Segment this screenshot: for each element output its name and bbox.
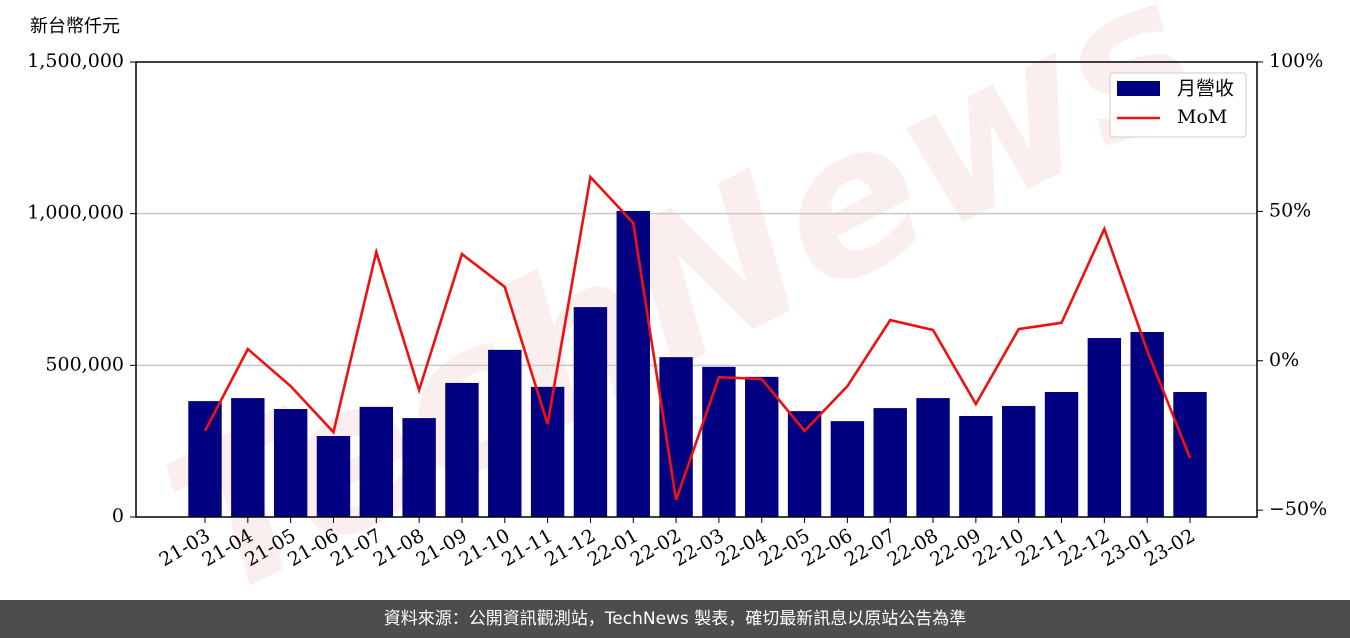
bar — [573, 307, 608, 517]
y-tick-label: 0 — [112, 505, 124, 527]
y-tick-label: 500,000 — [45, 353, 124, 375]
footer-bar — [0, 600, 1350, 638]
y2-tick-label: −50% — [1269, 498, 1327, 520]
y-axis-label: 新台幣仟元 — [30, 16, 120, 37]
bar — [530, 386, 565, 517]
bar — [616, 210, 650, 518]
bar — [231, 398, 265, 517]
bar — [402, 418, 436, 517]
bar — [745, 376, 779, 517]
plot-frame — [135, 61, 1258, 518]
bar — [830, 421, 865, 517]
x-tick-label: 23-02 — [1141, 525, 1199, 571]
bar — [1044, 392, 1079, 517]
bar — [1001, 405, 1036, 517]
footer-text: 資料來源：公開資訊觀測站，TechNews 製表，確切最新訊息以原站公告為準 — [384, 609, 966, 629]
bar — [1087, 338, 1122, 517]
legend-label: 月營收 — [1177, 78, 1234, 100]
bar — [702, 366, 736, 517]
bar — [787, 411, 822, 517]
bar — [359, 406, 394, 517]
bar — [1130, 331, 1164, 517]
bar — [273, 409, 308, 517]
bar — [873, 408, 907, 517]
line — [203, 174, 1192, 501]
bar — [316, 436, 351, 517]
y-tick-label: 1,000,000 — [27, 202, 124, 224]
y2-tick-label: 0% — [1269, 349, 1299, 371]
bar — [188, 401, 222, 517]
legend-label: MoM — [1177, 106, 1227, 128]
bar — [659, 357, 693, 517]
y2-tick-label: 50% — [1269, 199, 1311, 221]
bar — [916, 398, 950, 517]
bar — [488, 349, 522, 517]
bar — [445, 382, 479, 517]
y-tick-label: 1,500,000 — [27, 50, 124, 72]
bar — [959, 415, 993, 517]
legend-swatch — [1117, 81, 1160, 96]
y2-tick-label: 100% — [1269, 50, 1323, 72]
